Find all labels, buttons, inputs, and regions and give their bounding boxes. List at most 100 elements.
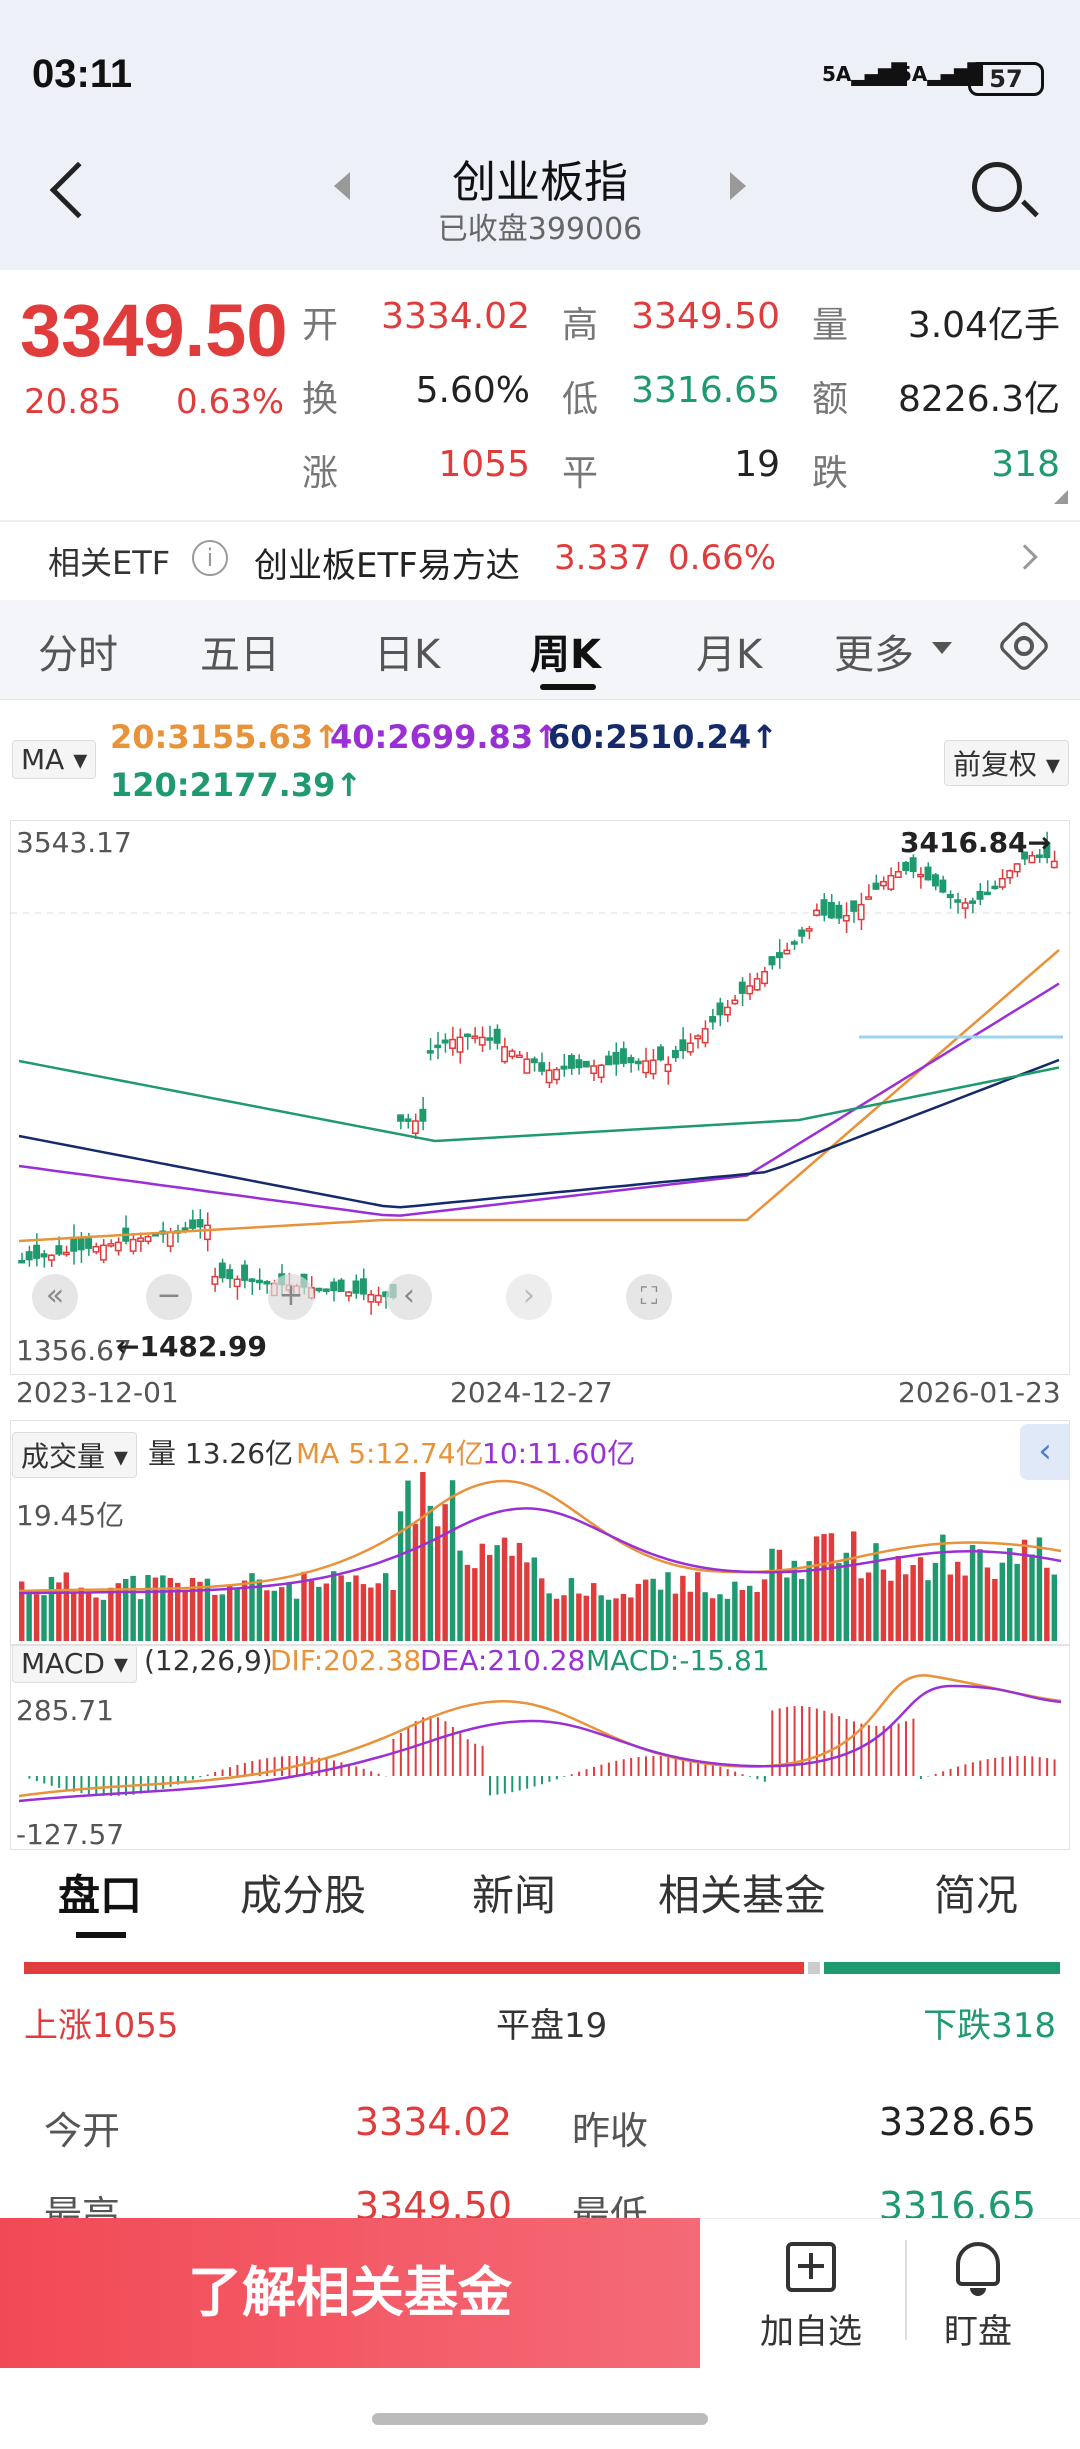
tab-daily[interactable]: 日K [374, 632, 441, 678]
tab-constituents[interactable]: 成分股 [240, 1871, 367, 1920]
tab-profile[interactable]: 简况 [934, 1871, 1019, 1920]
chevron-down-icon[interactable] [932, 642, 952, 654]
macd-histogram-bar [711, 1764, 714, 1776]
detail-tab-indicator [76, 1932, 126, 1938]
tab-monthly[interactable]: 月K [696, 632, 763, 678]
volume-selector[interactable]: 成交量 ▾ [12, 1432, 137, 1478]
macd-histogram-bar [1038, 1757, 1041, 1776]
zoom-in-icon[interactable]: + [268, 1274, 314, 1320]
volume-bar [605, 1599, 612, 1641]
macd-histogram-bar [823, 1710, 826, 1776]
kline-svg [11, 831, 1071, 1315]
macd-histogram-bar [392, 1739, 395, 1776]
candle-body [857, 903, 865, 921]
tab-news[interactable]: 新闻 [472, 1871, 557, 1920]
search-icon[interactable] [972, 162, 1022, 212]
volume-bar [160, 1575, 166, 1641]
x-label-start: 2023-12-01 [16, 1376, 179, 1409]
volume-bar [56, 1582, 62, 1641]
prev-index-icon[interactable] [334, 172, 350, 200]
volume-bar [984, 1567, 991, 1641]
macd-ymax: 285.71 [16, 1694, 114, 1727]
macd-selector[interactable]: MACD ▾ [12, 1644, 137, 1683]
volume-bar [969, 1544, 976, 1641]
volume-bar [717, 1594, 723, 1641]
macd-histogram-bar [793, 1706, 796, 1776]
last-price: 3349.50 [20, 289, 288, 372]
volume-bar [479, 1543, 485, 1641]
candle-body [983, 891, 991, 896]
volume-bar [189, 1577, 196, 1641]
scroll-right-icon[interactable]: › [506, 1274, 552, 1320]
adjust-selector[interactable]: 前复权 ▾ [944, 740, 1069, 786]
high-value: 3349.50 [631, 296, 780, 337]
next-index-icon[interactable] [730, 172, 746, 200]
candle-body [40, 1253, 48, 1258]
ma-selector[interactable]: MA ▾ [12, 740, 97, 779]
zoom-out-icon[interactable]: − [146, 1274, 192, 1320]
candle-body [189, 1219, 197, 1229]
learn-funds-button[interactable]: 了解相关基金 [0, 2218, 700, 2368]
add-watchlist-label[interactable]: 加自选 [760, 2312, 862, 2352]
detail-tabs [0, 1850, 1080, 1950]
volume-bar [851, 1531, 857, 1641]
candle-body [835, 904, 843, 919]
watch-label[interactable]: 盯盘 [944, 2312, 1012, 2352]
candle-body [359, 1278, 367, 1295]
candle-body [62, 1251, 70, 1256]
etf-name[interactable]: 创业板ETF易方达 [254, 546, 520, 586]
candle-body [330, 1281, 338, 1292]
tab-weekly[interactable]: 周K [530, 632, 601, 678]
bell-icon[interactable] [956, 2242, 1000, 2286]
macd-histogram-bar [362, 1768, 365, 1776]
volume-bar [249, 1573, 255, 1641]
volume-bar [279, 1587, 285, 1641]
candle-body [449, 1038, 457, 1049]
down-value: 318 [991, 444, 1060, 485]
tab-handicap[interactable]: 盘口 [58, 1871, 143, 1920]
volume-bar [442, 1504, 448, 1641]
candle-body [664, 1063, 672, 1073]
macd-histogram-bar [474, 1743, 477, 1776]
tab-intraday[interactable]: 分时 [38, 632, 118, 678]
macd-histogram-bar [511, 1776, 514, 1793]
macd-histogram-bar [957, 1766, 959, 1776]
scroll-left-icon[interactable]: ‹ [386, 1274, 432, 1320]
collapse-panel-icon[interactable]: ‹ [1020, 1424, 1070, 1480]
macd-dif-line [18, 1674, 1062, 1798]
fullscreen-icon[interactable]: ⛶ [626, 1274, 672, 1320]
kline-chart[interactable] [10, 820, 1071, 1375]
add-watchlist-icon[interactable] [786, 2242, 836, 2292]
macd-histogram-bar [1016, 1756, 1019, 1776]
candle-body [255, 1279, 263, 1284]
candle-body [1021, 851, 1029, 860]
macd-histogram-bar [236, 1764, 239, 1776]
tab-related-funds[interactable]: 相关基金 [658, 1871, 827, 1920]
candle-body [55, 1245, 63, 1255]
macd-histogram-bar [503, 1776, 506, 1794]
macd-histogram-bar [377, 1773, 380, 1776]
info-icon[interactable]: i [192, 540, 228, 576]
candle-body [567, 1054, 575, 1069]
volume-bar [85, 1593, 92, 1641]
volume-bar [182, 1591, 188, 1641]
macd-histogram-bar [593, 1766, 595, 1776]
expand-corner-icon[interactable] [1054, 490, 1068, 504]
tab-5day[interactable]: 五日 [200, 632, 280, 678]
today-open-label: 今开 [44, 2109, 121, 2153]
scroll-left-fast-icon[interactable]: « [32, 1274, 78, 1320]
macd-ymin: -127.57 [16, 1818, 125, 1851]
volume-bar [962, 1575, 968, 1641]
volume-bar [754, 1592, 760, 1641]
macd-histogram-bar [444, 1721, 447, 1776]
volume-bar [821, 1534, 827, 1641]
macd-histogram-bar [578, 1771, 581, 1776]
candle-body [85, 1238, 93, 1249]
volume-bar [197, 1581, 203, 1641]
candle-body [144, 1235, 152, 1243]
candle-body [738, 981, 746, 994]
tab-more[interactable]: 更多 [834, 632, 914, 678]
macd-histogram-bar [741, 1774, 744, 1776]
macd-histogram-bar [95, 1776, 98, 1796]
high-label: 高 [562, 305, 599, 346]
